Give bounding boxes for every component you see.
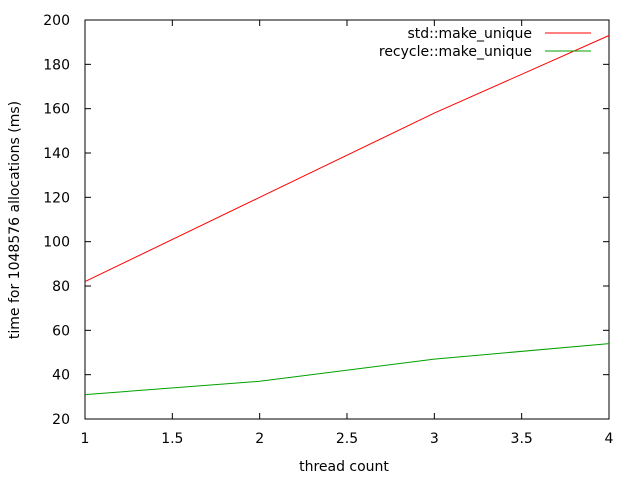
x-tick-label: 1.5 <box>161 431 183 447</box>
x-axis: 1 1.5 2 2.5 3 3.5 4 <box>81 20 614 447</box>
y-tick-label: 100 <box>43 235 70 251</box>
x-tick-label: 2 <box>255 431 264 447</box>
x-tick-label: 2.5 <box>336 431 358 447</box>
x-axis-label: thread count <box>299 459 389 475</box>
y-tick-label: 120 <box>43 190 70 206</box>
y-tick-label: 20 <box>52 412 70 428</box>
y-axis-label: time for 1048576 allocations (ms) <box>7 101 23 339</box>
x-tick-label: 4 <box>605 431 614 447</box>
y-axis: 20 40 60 80 100 120 140 160 180 200 <box>43 13 609 428</box>
legend-label: std::make_unique <box>407 26 532 42</box>
y-tick-label: 160 <box>43 102 70 118</box>
x-tick-label: 1 <box>81 431 90 447</box>
y-tick-label: 60 <box>52 323 70 339</box>
y-tick-label: 200 <box>43 13 70 29</box>
y-tick-label: 140 <box>43 146 70 162</box>
x-tick-label: 3 <box>430 431 439 447</box>
y-tick-label: 80 <box>52 279 70 295</box>
series-lines <box>84 35 610 396</box>
y-tick-label: 180 <box>43 57 70 73</box>
series-line <box>84 35 610 283</box>
plot-area <box>84 19 610 420</box>
legend-label: recycle::make_unique <box>379 44 532 60</box>
x-tick-label: 3.5 <box>511 431 533 447</box>
y-tick-label: 40 <box>52 368 70 384</box>
series-line <box>84 343 610 396</box>
